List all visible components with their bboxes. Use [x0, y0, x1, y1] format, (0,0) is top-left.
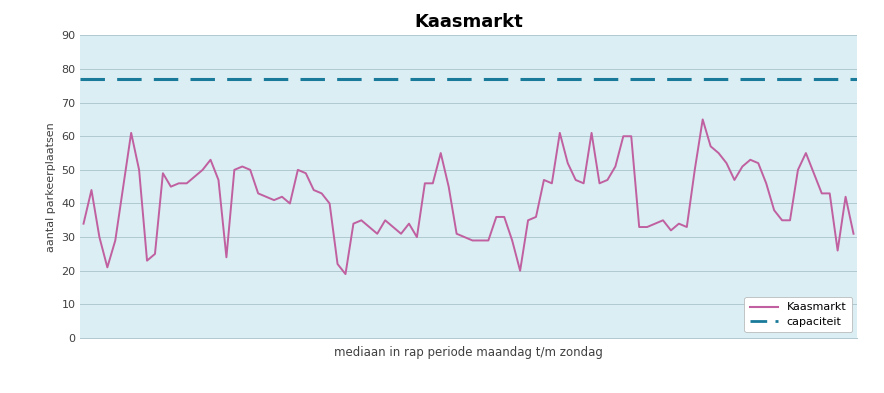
Legend: Kaasmarkt, capaciteit: Kaasmarkt, capaciteit [744, 297, 852, 332]
X-axis label: mediaan in rap periode maandag t/m zondag: mediaan in rap periode maandag t/m zonda… [334, 346, 603, 359]
Y-axis label: aantal parkeerplaatsen: aantal parkeerplaatsen [46, 122, 56, 252]
Title: Kaasmarkt: Kaasmarkt [414, 13, 523, 31]
